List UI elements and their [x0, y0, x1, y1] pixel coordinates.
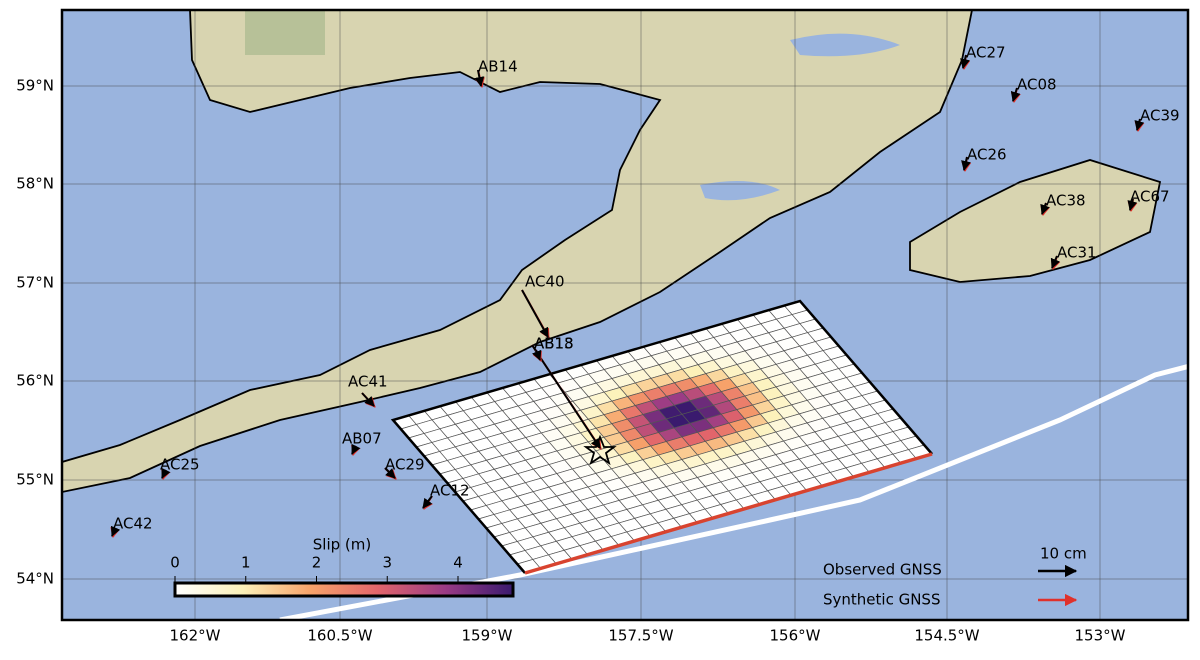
gnss-arrow-observed — [351, 443, 361, 455]
station-label: AC25 — [160, 456, 200, 474]
legend-synthetic: Synthetic GNSS — [823, 591, 940, 609]
station-label: AC27 — [966, 44, 1006, 62]
axes: 59°N 58°N 57°N 56°N 55°N 54°N 162°W 160.5°W 159°… — [16, 77, 1125, 645]
station-label: AC12 — [430, 482, 470, 500]
land-kodiak — [909, 159, 1162, 283]
gnss-arrow-observed — [1134, 118, 1145, 131]
map-frame — [60, 8, 1190, 622]
lon-label: 160.5°W — [307, 627, 372, 645]
lon-label: 153°W — [1075, 627, 1126, 645]
gnss-arrow-observed — [1040, 202, 1050, 215]
lat-label: 54°N — [16, 570, 54, 588]
lon-label: 156°W — [770, 627, 821, 645]
station-label: AB18 — [534, 335, 574, 353]
land-mainland — [62, 10, 973, 493]
lon-label: 157.5°W — [608, 627, 673, 645]
colorbar-tick-label: 2 — [312, 554, 322, 572]
lat-label: 59°N — [16, 77, 54, 95]
station-label: AC08 — [1017, 76, 1057, 94]
gnss-arrow-observed — [474, 69, 485, 87]
lat-label: 56°N — [16, 372, 54, 390]
stations: AB14 AC27 AC08 AC39 AC26 AC38 AC67 AC31 AC40 AB13… — [110, 44, 1180, 538]
colorbar — [173, 581, 515, 598]
colorbar-tick-label: 3 — [382, 554, 392, 572]
gnss-arrow-observed — [1010, 87, 1021, 102]
station-label: AC40 — [525, 273, 565, 291]
station-label: AC26 — [967, 146, 1007, 164]
epicenter — [583, 434, 617, 466]
lat-label: 57°N — [16, 274, 54, 292]
lon-label: 154.5°W — [914, 627, 979, 645]
legend-scale: 10 cm — [1040, 545, 1087, 563]
station-label: AC41 — [348, 373, 388, 391]
gnss-arrow-observed — [161, 467, 171, 479]
station-label: AB14 — [478, 58, 518, 76]
trench — [279, 363, 1188, 620]
gnss-arrow-observed — [1050, 255, 1061, 269]
gnss-arrow-observed — [532, 349, 542, 361]
lake — [700, 181, 780, 201]
colorbar-ticks: 0 1 2 3 4 — [170, 554, 463, 583]
station-label: AC31 — [1057, 244, 1097, 262]
lat-label: 55°N — [16, 471, 54, 489]
station-label: AB13 — [534, 335, 574, 353]
colorbar-tick-label: 1 — [241, 554, 251, 572]
gnss-arrow-observed — [422, 495, 433, 509]
station-label: AC38 — [1046, 192, 1086, 210]
fault-outline — [390, 299, 933, 574]
lat-label: 58°N — [16, 175, 54, 193]
station-label: AC42 — [113, 515, 153, 533]
colorbar-tick-label: 0 — [170, 554, 180, 572]
gnss-arrow-observed — [521, 289, 549, 338]
station-label: AB07 — [342, 430, 382, 448]
map-area: AB14 AC27 AC08 AC39 AC26 AC38 AC67 AC31 AC40 AB13… — [62, 10, 1188, 620]
lon-label: 159°W — [462, 627, 513, 645]
lake — [790, 33, 900, 57]
gnss-arrow-observed — [531, 344, 601, 449]
gnss-arrow-observed — [361, 392, 375, 407]
station-label: AC39 — [1140, 107, 1180, 125]
legend-observed: Observed GNSS — [823, 561, 942, 579]
fault-top-edge — [524, 452, 933, 575]
gnss-arrow-observed — [110, 525, 121, 537]
colorbar-label: Slip (m) — [313, 536, 371, 554]
lon-label: 162°W — [170, 627, 221, 645]
station-label: AC29 — [385, 456, 425, 474]
gnss-arrow-observed — [960, 54, 970, 69]
gnss-arrow-observed — [1127, 198, 1138, 211]
station-label: AC67 — [1130, 188, 1170, 206]
park-area — [245, 10, 325, 55]
colorbar-tick-label: 4 — [453, 554, 463, 572]
gnss-arrow-observed — [384, 467, 396, 479]
gnss-arrow-observed — [961, 156, 971, 171]
